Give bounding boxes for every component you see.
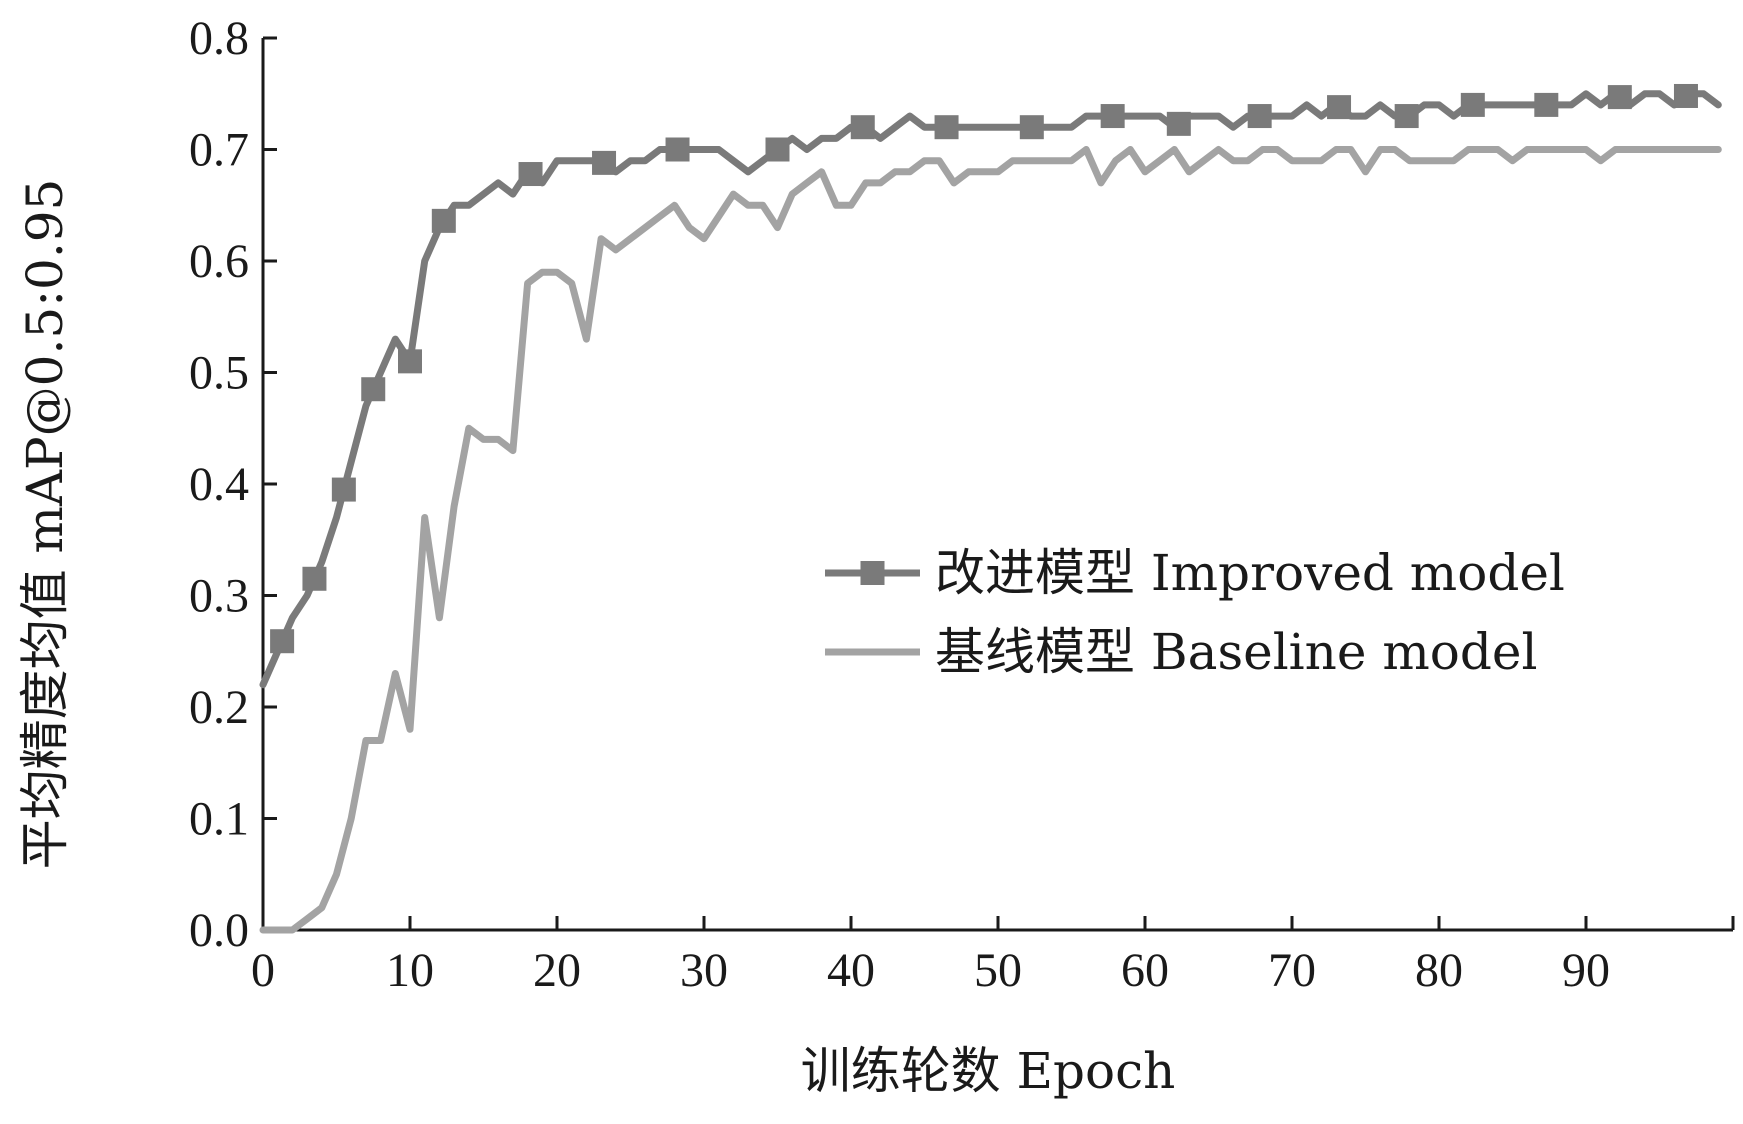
plot-area: 0.0 0.1 0.2 0.3 0.4 0.5 0.6 0.7 0.8 0 10 20 30 40 50 6… xyxy=(189,12,1735,997)
data-point-marker xyxy=(431,208,456,233)
data-point-marker xyxy=(1327,95,1352,120)
x-tick-label: 90 xyxy=(1562,944,1610,997)
data-point-marker xyxy=(518,162,543,187)
y-tick-label: 0.1 xyxy=(189,793,249,846)
y-tick-label: 0.3 xyxy=(189,570,249,623)
legend: 改进模型 Improved model 基线模型 Baseline model xyxy=(825,544,1565,681)
x-tick-label: 30 xyxy=(680,944,728,997)
y-tick-label: 0.5 xyxy=(189,347,249,400)
data-point-marker xyxy=(270,629,295,654)
x-ticks: 0 10 20 30 40 50 60 70 80 90 xyxy=(251,916,1735,997)
data-point-marker xyxy=(665,137,690,162)
x-axis-title: 训练轮数 Epoch xyxy=(801,1042,1176,1100)
y-axis-title: 平均精度均值 mAP@0.5:0.95 xyxy=(16,179,74,870)
y-tick-label: 0.0 xyxy=(189,904,249,957)
data-point-marker xyxy=(592,150,617,175)
legend-label-improved: 改进模型 Improved model xyxy=(935,544,1565,602)
y-tick-label: 0.6 xyxy=(189,235,249,288)
data-point-marker xyxy=(1673,83,1698,108)
data-point-marker xyxy=(850,115,875,140)
y-tick-label: 0.2 xyxy=(189,681,249,734)
x-tick-label: 70 xyxy=(1268,944,1316,997)
data-point-marker xyxy=(361,377,386,402)
data-point-marker xyxy=(1607,85,1632,110)
data-point-marker xyxy=(1100,104,1125,129)
series-line-baseline xyxy=(259,146,1722,934)
data-point-marker xyxy=(1019,115,1044,140)
y-ticks: 0.0 0.1 0.2 0.3 0.4 0.5 0.6 0.7 0.8 xyxy=(189,12,277,957)
data-point-marker xyxy=(1247,104,1272,129)
legend-item-improved: 改进模型 Improved model xyxy=(825,544,1565,602)
data-point-marker xyxy=(302,566,327,591)
x-tick-label: 20 xyxy=(533,944,581,997)
y-tick-label: 0.4 xyxy=(189,458,249,511)
x-tick-label: 80 xyxy=(1415,944,1463,997)
data-point-marker xyxy=(1534,92,1559,117)
x-tick-label: 60 xyxy=(1121,944,1169,997)
legend-label-baseline: 基线模型 Baseline model xyxy=(935,623,1537,681)
data-point-marker xyxy=(331,477,356,502)
data-point-marker xyxy=(765,137,790,162)
data-point-marker xyxy=(1166,111,1191,136)
y-tick-label: 0.8 xyxy=(189,12,249,65)
data-point-marker xyxy=(1460,92,1485,117)
data-point-marker xyxy=(398,349,422,374)
series-layer xyxy=(259,83,1722,934)
y-tick-label: 0.7 xyxy=(189,124,249,177)
x-tick-label: 0 xyxy=(251,944,275,997)
x-tick-label: 10 xyxy=(386,944,434,997)
legend-marker-improved xyxy=(860,561,885,585)
data-point-marker xyxy=(1394,104,1419,129)
x-tick-label: 40 xyxy=(827,944,875,997)
legend-item-baseline: 基线模型 Baseline model xyxy=(825,623,1537,681)
data-point-marker xyxy=(934,115,959,140)
x-tick-label: 50 xyxy=(974,944,1022,997)
